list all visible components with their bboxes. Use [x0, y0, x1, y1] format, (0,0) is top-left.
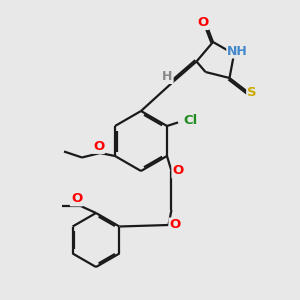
Text: Cl: Cl	[184, 113, 198, 127]
Text: O: O	[197, 16, 208, 29]
Text: S: S	[247, 86, 257, 100]
Text: O: O	[169, 218, 181, 232]
Text: H: H	[162, 70, 172, 83]
Text: O: O	[71, 192, 82, 206]
Text: NH: NH	[227, 44, 248, 58]
Text: O: O	[172, 164, 184, 178]
Text: O: O	[93, 140, 104, 153]
